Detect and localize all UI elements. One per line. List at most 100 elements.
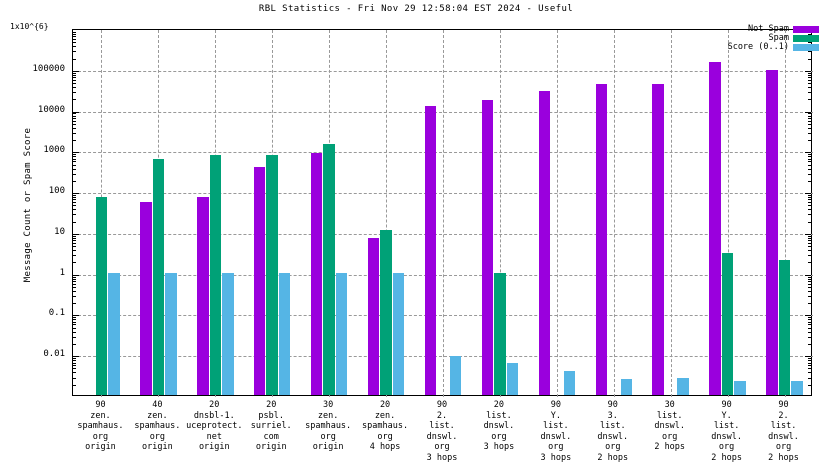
y-tick-minor-right	[808, 317, 811, 319]
x-tick-label-line: 3 hops	[426, 452, 458, 463]
y-tick-minor-right	[808, 295, 811, 297]
x-tick-label-line: org	[320, 431, 336, 442]
y-tick-label: 1000	[43, 145, 65, 156]
y-tick-minor-right	[808, 42, 811, 44]
x-tick-label-line: net	[206, 431, 222, 442]
x-tick-label-line: org	[775, 442, 792, 452]
x-tick-label-line: 20	[209, 400, 220, 410]
y-tick-minor	[73, 164, 76, 166]
bar-not-spam-9	[595, 84, 608, 395]
bar-not-spam-8	[538, 91, 551, 395]
bar-spam-12	[778, 260, 791, 395]
legend-item-1[interactable]: Spam	[769, 33, 819, 43]
y-tick-minor-right	[808, 113, 811, 115]
y-tick-minor-right	[808, 358, 811, 360]
y-tick-minor	[73, 117, 76, 119]
y-tick	[73, 315, 79, 317]
x-tick-label-10: 30 list. dnswl. org 2 hops	[625, 400, 715, 453]
y-tick-minor-right	[808, 240, 811, 242]
bar-not-spam-2	[197, 197, 209, 395]
chart-title: RBL Statistics - Fri Nov 29 12:58:04 EST…	[258, 4, 574, 14]
x-tick-label-line: list.	[599, 421, 626, 431]
y-tick-minor-right	[808, 51, 811, 53]
y-tick-label: 100000	[32, 63, 65, 74]
x-tick-label-line: org	[548, 442, 564, 452]
x-tick-label-line: uceprotect.	[186, 421, 243, 431]
y-tick-minor	[73, 58, 76, 60]
x-tick-label-line: 90	[778, 400, 789, 410]
bar-spam-0	[95, 197, 108, 395]
y-tick-minor-right	[808, 117, 811, 119]
y-tick-minor	[73, 161, 76, 163]
bar-score-6	[449, 356, 462, 395]
legend-item-0[interactable]: Not Spam	[748, 24, 819, 34]
y-tick-minor	[73, 154, 76, 156]
x-tick-label-line: spamhaus.	[77, 421, 124, 431]
y-tick-right	[805, 356, 811, 358]
y-tick-minor-right	[808, 321, 811, 323]
x-tick-label-line: 2 hops	[597, 452, 629, 463]
y-tick-minor	[73, 290, 76, 292]
y-tick-minor	[73, 331, 76, 333]
y-tick-minor	[73, 362, 76, 364]
y-tick-minor-right	[808, 237, 811, 239]
y-tick-minor	[73, 199, 76, 201]
legend-swatch	[793, 43, 819, 51]
y-tick-minor	[73, 237, 76, 239]
y-tick	[73, 111, 79, 113]
x-tick-label-1: 40 zen. spamhaus. org origin	[112, 400, 202, 453]
y-tick-label: 10000	[37, 104, 65, 115]
y-tick-minor-right	[808, 372, 811, 374]
y-tick-minor-right	[808, 158, 811, 160]
y-tick-minor-right	[808, 365, 811, 367]
y-tick-minor	[73, 250, 76, 252]
x-tick-label-line: psbl.	[258, 410, 285, 421]
x-tick-label-line: zen.	[374, 410, 396, 421]
y-tick-minor	[73, 168, 76, 170]
bar-score-8	[563, 371, 576, 395]
y-tick-minor-right	[808, 154, 811, 156]
x-tick-label-line: org	[491, 431, 507, 442]
y-tick-minor-right	[808, 209, 811, 211]
y-tick-minor	[73, 36, 76, 38]
gridline-vertical	[386, 30, 388, 397]
y-tick-minor-right	[808, 194, 811, 196]
y-tick-minor-right	[808, 199, 811, 201]
bar-spam-5	[380, 230, 392, 395]
x-tick-label-line: list.	[429, 421, 455, 431]
y-tick-minor	[73, 278, 76, 280]
bar-not-spam-3	[253, 166, 266, 395]
legend-item-2[interactable]: Score (0..1)	[728, 42, 819, 52]
bar-spam-11	[721, 253, 734, 395]
y-tick-minor	[73, 120, 76, 122]
x-tick-label-4: 30 zen. spamhaus. org origin	[283, 400, 373, 453]
gridline-vertical	[613, 30, 615, 397]
x-tick-label-line: 20	[266, 400, 277, 410]
y-tick-minor	[73, 74, 76, 76]
x-tick-label-line: 30	[664, 400, 675, 410]
y-tick-minor-right	[808, 83, 811, 85]
y-tick-minor-right	[808, 368, 811, 370]
x-tick-label-12: 90 2. list. dnswl. org 2 hops	[739, 400, 829, 463]
x-tick-label-line: list.	[543, 421, 569, 431]
x-tick-label-9: 90 3. list. dnswl. org 2 hops	[568, 400, 658, 463]
y-tick-minor-right	[808, 276, 811, 278]
y-tick-minor	[73, 360, 76, 362]
x-tick-label-line: 30	[323, 400, 334, 410]
y-tick-minor	[73, 158, 76, 160]
x-tick-label-line: origin	[312, 442, 344, 452]
y-tick-minor-right	[808, 123, 811, 125]
x-tick-label-line: surriel.	[250, 421, 292, 431]
x-tick-label-line: zen.	[147, 410, 168, 421]
y-tick	[73, 274, 79, 276]
y-tick-minor-right	[808, 327, 811, 329]
y-tick-minor-right	[808, 246, 811, 248]
y-tick-minor-right	[808, 161, 811, 163]
x-tick-label-line: 20	[493, 400, 505, 410]
y-tick-label: 100	[48, 186, 65, 197]
x-tick-label-line: org	[92, 431, 109, 442]
x-tick-label-line: 2.	[778, 410, 789, 421]
y-tick-minor	[73, 123, 76, 125]
y-tick-minor	[73, 92, 76, 94]
